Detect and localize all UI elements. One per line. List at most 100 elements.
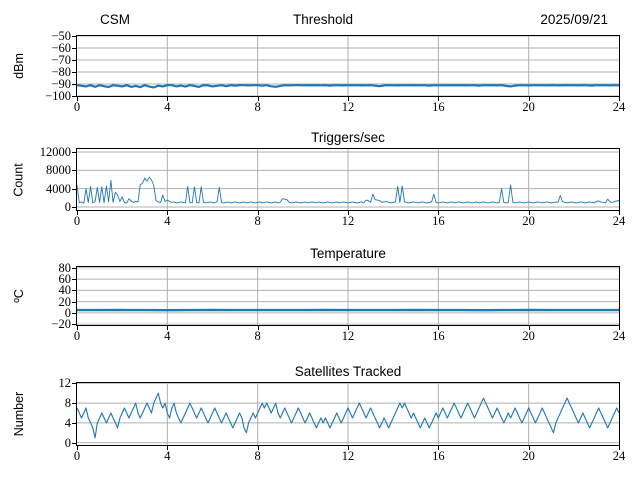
y-tick-mark (72, 422, 76, 424)
y-tick-label: 8000 (46, 163, 71, 178)
y-tick-label: −100 (45, 89, 71, 103)
data-line (77, 84, 619, 89)
chart-canvas (77, 383, 619, 445)
x-tick-label: 20 (522, 100, 535, 114)
y-tick-label: −50 (51, 29, 71, 43)
x-tick-label: 16 (432, 449, 445, 463)
chart-canvas (77, 36, 619, 96)
y-tick-label: 12000 (39, 145, 71, 160)
x-tick-mark (528, 326, 530, 330)
chart-title-threshold: Threshold (292, 12, 354, 27)
station-name-title: CSM (100, 12, 130, 27)
plot-area-triggers (76, 148, 620, 211)
x-tick-label: 4 (164, 449, 171, 463)
x-tick-mark (619, 211, 620, 215)
x-tick-label: 12 (341, 449, 355, 463)
y-tick-mark (72, 442, 76, 444)
x-tick-label: 20 (522, 449, 535, 463)
x-tick-label: 4 (164, 214, 171, 228)
x-tick-mark (77, 446, 78, 450)
x-tick-mark (438, 446, 440, 450)
y-tick-label: 4000 (46, 181, 71, 196)
y-tick-mark (72, 48, 76, 49)
x-tick-mark (619, 326, 620, 330)
x-tick-mark (438, 97, 440, 101)
data-line (77, 392, 619, 439)
x-tick-mark (167, 446, 169, 450)
data-line (77, 176, 619, 204)
satellites-title-row: Satellites Tracked (0, 364, 640, 382)
y-tick-label: 60 (58, 272, 72, 287)
x-tick-label: 24 (612, 449, 626, 463)
chart-canvas (77, 267, 619, 325)
date-title: 2025/09/21 (540, 12, 608, 27)
chart-title-temperature: Temperature (310, 246, 386, 261)
x-tick-mark (348, 97, 349, 101)
x-tick-label: 0 (73, 449, 81, 463)
temperature-title-row: Temperature (0, 246, 640, 264)
x-tick-mark (528, 97, 530, 101)
x-tick-label: 0 (73, 214, 81, 228)
plot-area-threshold (76, 35, 620, 97)
x-tick-label: 16 (432, 100, 445, 114)
chart-title-triggers: Triggers/sec (311, 130, 385, 145)
x-tick-label: 12 (341, 214, 355, 228)
y-tick-mark (72, 72, 76, 73)
y-tick-mark (72, 279, 76, 281)
x-tick-mark (348, 326, 349, 330)
x-tick-mark (167, 211, 169, 215)
y-tick-mark (72, 170, 76, 172)
x-tick-mark (257, 326, 259, 330)
y-tick-mark (72, 312, 76, 314)
x-tick-label: 16 (432, 214, 445, 228)
x-tick-mark (257, 97, 259, 101)
triggers-title-row: Triggers/sec (0, 130, 640, 148)
chart-title-satellites: Satellites Tracked (294, 364, 402, 379)
y-tick-mark (72, 301, 76, 303)
y-tick-mark (72, 383, 76, 385)
y-tick-label: 40 (58, 283, 72, 298)
x-tick-mark (167, 326, 169, 330)
x-tick-mark (438, 326, 440, 330)
y-tick-label: 0 (64, 199, 71, 214)
y-tick-label: 20 (58, 294, 72, 309)
y-tick-label: −80 (51, 65, 71, 79)
x-tick-mark (528, 211, 530, 215)
y-tick-mark (72, 290, 76, 292)
x-tick-mark (77, 326, 78, 330)
x-tick-mark (77, 211, 78, 215)
x-tick-mark (619, 97, 620, 101)
x-tick-label: 8 (254, 329, 261, 343)
plot-area-satellites (76, 382, 620, 446)
y-tick-mark (72, 96, 76, 97)
y-tick-mark (72, 324, 76, 326)
x-tick-mark (348, 446, 349, 450)
y-tick-mark (72, 267, 76, 269)
x-tick-label: 8 (254, 100, 261, 114)
x-tick-mark (77, 97, 78, 101)
x-tick-mark (167, 97, 169, 101)
y-tick-label: 0 (64, 305, 71, 320)
x-tick-label: 0 (73, 329, 81, 343)
x-tick-label: 4 (164, 100, 171, 114)
y-tick-label: 8 (64, 396, 71, 411)
y-tick-mark (72, 60, 76, 61)
y-tick-label: 80 (58, 260, 72, 275)
x-tick-label: 24 (612, 329, 626, 343)
y-tick-label: −20 (51, 317, 71, 332)
y-tick-label: 0 (64, 435, 71, 450)
x-tick-label: 0 (73, 100, 81, 114)
y-tick-mark (72, 206, 76, 208)
x-tick-label: 24 (612, 100, 626, 114)
y-tick-label: 12 (58, 376, 72, 391)
x-tick-mark (438, 211, 440, 215)
y-tick-mark (72, 152, 76, 154)
y-tick-label: −70 (51, 53, 71, 67)
y-tick-label: 4 (64, 415, 71, 430)
y-tick-mark (72, 36, 76, 37)
x-tick-mark (348, 211, 349, 215)
x-tick-label: 20 (522, 329, 535, 343)
x-tick-label: 16 (432, 329, 445, 343)
threshold-title-row: CSM Threshold 2025/09/21 (0, 12, 640, 30)
